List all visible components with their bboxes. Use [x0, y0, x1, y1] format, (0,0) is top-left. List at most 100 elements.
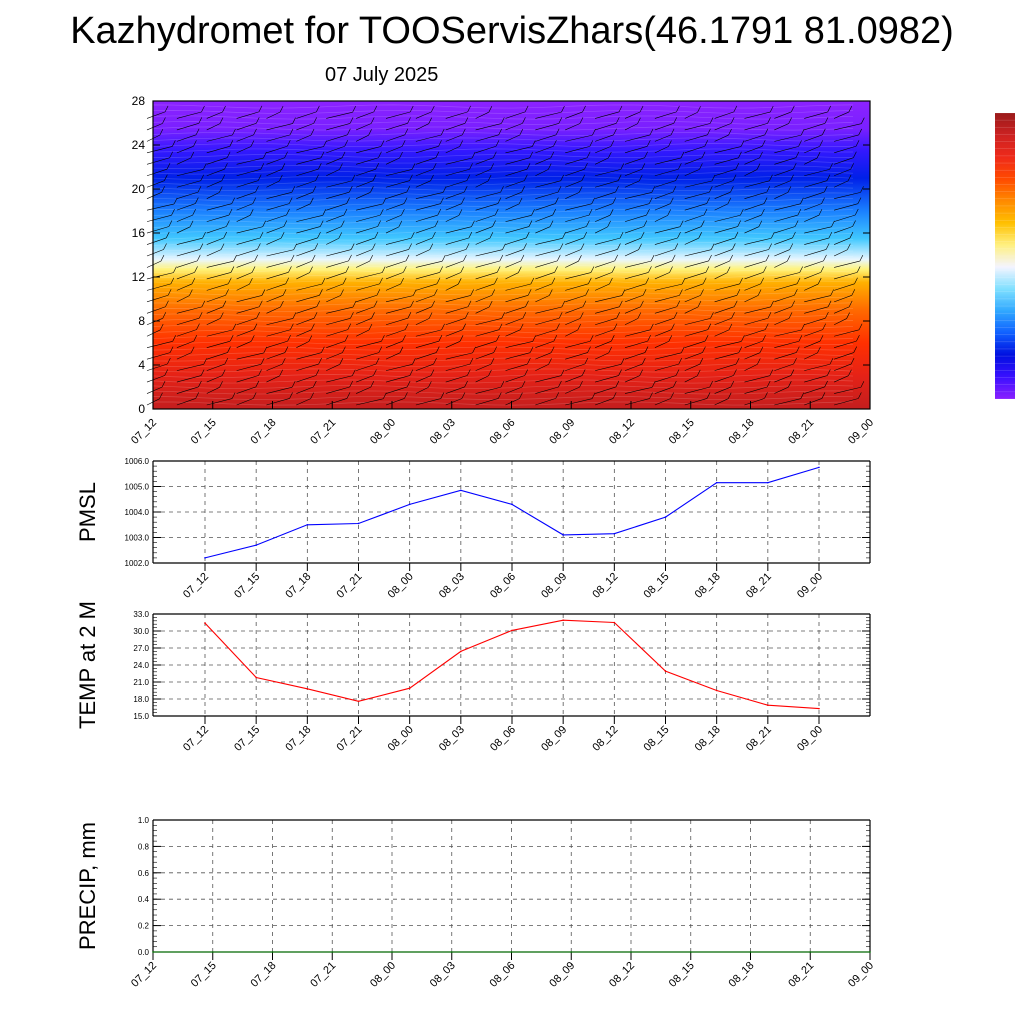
wind-barb	[355, 260, 370, 268]
wind-barb-flag	[203, 358, 207, 365]
wind-barb	[654, 237, 678, 245]
wind-barb-flag	[224, 357, 229, 365]
wind-barb-flag	[169, 151, 173, 158]
wind-barb	[236, 123, 257, 131]
wind-barb	[654, 375, 677, 383]
wind-barb-flag	[650, 254, 655, 262]
data-point	[204, 557, 206, 559]
wind-barb-flag	[261, 289, 266, 296]
wind-barb	[475, 157, 494, 165]
wind-barb	[774, 398, 801, 406]
wind-barb	[624, 214, 647, 222]
wind-barb	[624, 352, 646, 360]
wind-barb-flag	[730, 186, 734, 193]
wind-barb-flag	[338, 232, 342, 239]
y-tick-label: 27.0	[133, 644, 149, 653]
wind-barb	[684, 283, 704, 291]
wind-barb-flag	[256, 312, 260, 319]
wind-barb-flag	[502, 243, 506, 250]
wind-barb-flag	[282, 289, 287, 296]
wind-barb-flag	[172, 140, 176, 147]
wind-barb-flag	[404, 128, 409, 135]
wind-barb	[206, 294, 226, 303]
wind-barb	[744, 157, 760, 165]
wind-barb	[834, 192, 861, 199]
wind-barb-flag	[432, 163, 437, 170]
wind-barb	[296, 215, 323, 222]
wind-barb-flag	[231, 392, 236, 399]
wind-barb-flag	[860, 381, 865, 388]
wind-barb-flag	[378, 151, 382, 158]
wind-barb-flag	[787, 186, 792, 193]
wind-barb-flag	[817, 277, 822, 285]
wind-barb-flag	[378, 346, 383, 353]
wind-barb-flag	[291, 186, 296, 193]
wind-barb-flag	[471, 220, 475, 227]
wind-barb-flag	[232, 128, 236, 136]
wind-barb	[684, 375, 698, 383]
data-point	[562, 534, 564, 536]
wind-barb	[415, 260, 443, 268]
wind-barb-flag	[527, 357, 531, 365]
wind-barb	[624, 123, 638, 131]
wind-barb-flag	[351, 174, 356, 181]
wind-barb-flag	[580, 243, 585, 250]
wind-barb	[654, 191, 674, 199]
wind-barb	[834, 203, 859, 211]
wind-barb	[356, 123, 372, 131]
wind-barb-flag	[586, 151, 591, 158]
wind-barb	[206, 352, 228, 360]
wind-barb-flag	[233, 255, 237, 262]
wind-barb	[595, 249, 618, 257]
wind-barb-flag	[289, 128, 294, 136]
wind-barb	[654, 203, 671, 211]
wind-barb	[624, 260, 652, 268]
wind-barb-flag	[642, 289, 647, 296]
wind-barb-flag	[464, 380, 468, 388]
wind-barb	[714, 203, 728, 211]
wind-barb	[385, 398, 405, 406]
wind-barb	[624, 203, 650, 211]
wind-barb	[146, 283, 171, 291]
wind-barb	[415, 214, 438, 222]
wind-barb-flag	[668, 140, 672, 147]
x-tick-label: 08_06	[488, 417, 518, 447]
wind-barb	[804, 237, 829, 245]
wind-barb-flag	[349, 117, 354, 124]
chart-subtitle: 07 July 2025	[325, 64, 439, 86]
wind-barb	[266, 226, 284, 234]
wind-barb-flag	[492, 220, 496, 227]
wind-barb-flag	[370, 117, 375, 124]
wind-barb	[535, 238, 563, 245]
wind-barb-flag	[488, 369, 492, 376]
wind-barb-flag	[529, 346, 534, 353]
wind-barb	[266, 340, 288, 348]
wind-barb	[356, 283, 380, 291]
wind-barb	[266, 145, 288, 154]
wind-barb-flag	[732, 243, 736, 250]
wind-barb-flag	[611, 335, 615, 342]
wind-barb-flag	[619, 231, 624, 239]
wind-barb	[565, 386, 580, 394]
wind-barb-flag	[699, 163, 703, 170]
wind-barb	[565, 352, 588, 360]
wind-barb-flag	[823, 254, 827, 261]
wind-barb-flag	[373, 105, 378, 113]
wind-barb-flag	[437, 208, 442, 216]
wind-barb	[565, 192, 580, 199]
wind-barb	[266, 329, 291, 337]
wind-barb	[356, 146, 382, 154]
wind-barb-flag	[438, 335, 443, 342]
wind-barb-flag	[609, 209, 614, 216]
wind-barb-flag	[770, 300, 774, 308]
wind-barb-flag	[853, 346, 858, 353]
wind-barb-flag	[488, 300, 493, 308]
wind-barb-flag	[524, 174, 528, 181]
wind-barb-flag	[650, 323, 654, 330]
wind-barb	[744, 111, 771, 119]
wind-barb	[146, 157, 170, 165]
wind-barb	[565, 237, 584, 245]
wind-barb-flag	[792, 163, 797, 170]
contour-line	[152, 170, 854, 175]
wind-barb	[535, 295, 550, 303]
